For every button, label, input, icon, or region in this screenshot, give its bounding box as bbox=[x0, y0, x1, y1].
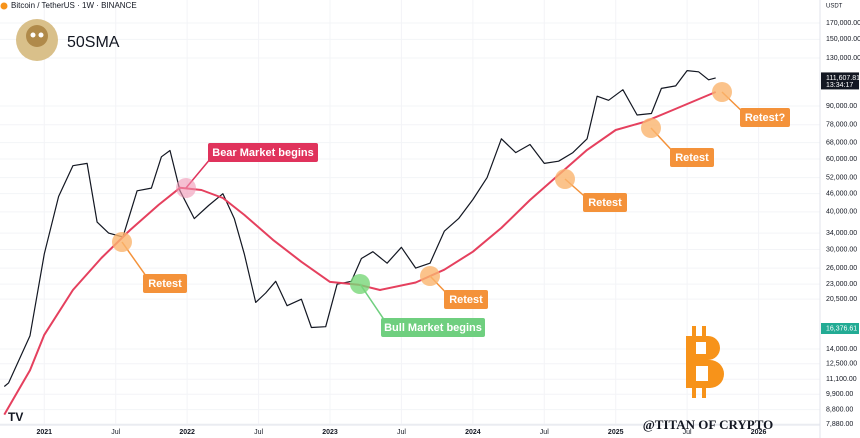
x-tick-label: Jul bbox=[683, 429, 692, 436]
annotations: Bear Market begins Bull Market begins Rete… bbox=[112, 82, 790, 337]
logo-bowls bbox=[686, 336, 724, 388]
price-tag-time: 13:34:17 bbox=[826, 82, 853, 89]
annotation-marker bbox=[712, 82, 732, 102]
y-tick-label: 7,880.00 bbox=[826, 421, 853, 428]
annotation-box bbox=[444, 290, 488, 309]
axes: 170,000.00 150,000.00 130,000.00 90,000.00 7… bbox=[36, 20, 860, 436]
annotation-marker bbox=[641, 118, 661, 138]
avatar-eye bbox=[38, 32, 44, 38]
annotation-box bbox=[740, 108, 790, 127]
price-tag-label: 111,607.81 bbox=[826, 75, 860, 82]
annotation-box bbox=[670, 148, 714, 167]
annotation-box bbox=[208, 143, 318, 162]
annotation-marker bbox=[350, 274, 370, 294]
y-tick-label: 8,800.00 bbox=[826, 406, 853, 413]
x-tick-label: Jul bbox=[111, 429, 120, 436]
logo-hole bbox=[696, 366, 708, 381]
x-tick-label: 2022 bbox=[179, 429, 195, 436]
annotation-box bbox=[381, 318, 485, 337]
y-tick-label: 130,000.00 bbox=[826, 55, 860, 62]
chart-title: Bitcoin / TetherUS · 1W · BINANCE bbox=[11, 1, 137, 10]
annotation-label: Retest bbox=[148, 278, 182, 290]
annotation-label: Bear Market begins bbox=[212, 147, 313, 159]
symbol-icon bbox=[0, 2, 8, 10]
annotation-label: Retest bbox=[588, 197, 622, 209]
y-tick-label: 11,100.00 bbox=[826, 376, 857, 383]
x-tick-label: Jul bbox=[254, 429, 263, 436]
y-tick-label: 150,000.00 bbox=[826, 36, 860, 43]
y-tick-label: 78,000.00 bbox=[826, 122, 857, 129]
y-tick-label: 40,000.00 bbox=[826, 209, 857, 216]
y-tick-label: 23,000.00 bbox=[826, 281, 857, 288]
y-tick-label: 90,000.00 bbox=[826, 103, 857, 110]
currency-label: USDT bbox=[826, 4, 843, 10]
avatar-eye bbox=[30, 32, 36, 38]
price-tag bbox=[821, 323, 859, 335]
tv-logo: TV bbox=[8, 410, 23, 424]
annotation-marker bbox=[420, 266, 440, 286]
price-tag bbox=[821, 72, 859, 90]
y-tick-label: 26,000.00 bbox=[826, 265, 857, 272]
annotation-box bbox=[583, 193, 627, 212]
logo-hole bbox=[696, 342, 706, 354]
y-tick-label: 14,000.00 bbox=[826, 346, 857, 353]
annotation-marker bbox=[555, 169, 575, 189]
y-tick-label: 52,000.00 bbox=[826, 174, 857, 181]
annotation-box bbox=[143, 274, 187, 293]
avatar-face bbox=[26, 25, 48, 47]
annotation-label: Retest bbox=[449, 294, 483, 306]
annotation-marker bbox=[112, 232, 132, 252]
y-tick-label: 20,500.00 bbox=[826, 296, 857, 303]
indicator-label: 50SMA bbox=[67, 34, 120, 51]
annotation-marker bbox=[176, 178, 196, 198]
x-tick-label: Jul bbox=[540, 429, 549, 436]
y-tick-label: 34,000.00 bbox=[826, 230, 857, 237]
y-tick-label: 68,000.00 bbox=[826, 139, 857, 146]
x-tick-label: 2023 bbox=[322, 429, 338, 436]
x-tick-label: 2024 bbox=[465, 429, 481, 436]
annotation-label: Bull Market begins bbox=[384, 322, 482, 334]
x-tick-label: 2025 bbox=[608, 429, 624, 436]
y-tick-label: 170,000.00 bbox=[826, 20, 860, 27]
annotation-label: Retest? bbox=[745, 112, 786, 124]
y-tick-label: 30,000.00 bbox=[826, 246, 857, 253]
y-tick-label: 9,900.00 bbox=[826, 391, 853, 398]
watermark: @TITAN OF CRYPTO bbox=[643, 417, 774, 432]
y-tick-label: 60,000.00 bbox=[826, 156, 857, 163]
bitcoin-logo bbox=[686, 326, 724, 398]
x-tick-label: Jul bbox=[397, 429, 406, 436]
y-tick-label: 46,000.00 bbox=[826, 190, 857, 197]
price-tag-label: 16,376.61 bbox=[826, 325, 857, 332]
y-tick-label: 12,500.00 bbox=[826, 361, 857, 368]
annotation-label: Retest bbox=[675, 152, 709, 164]
x-tick-label: 2026 bbox=[751, 429, 767, 436]
x-tick-label: 2021 bbox=[36, 429, 52, 436]
